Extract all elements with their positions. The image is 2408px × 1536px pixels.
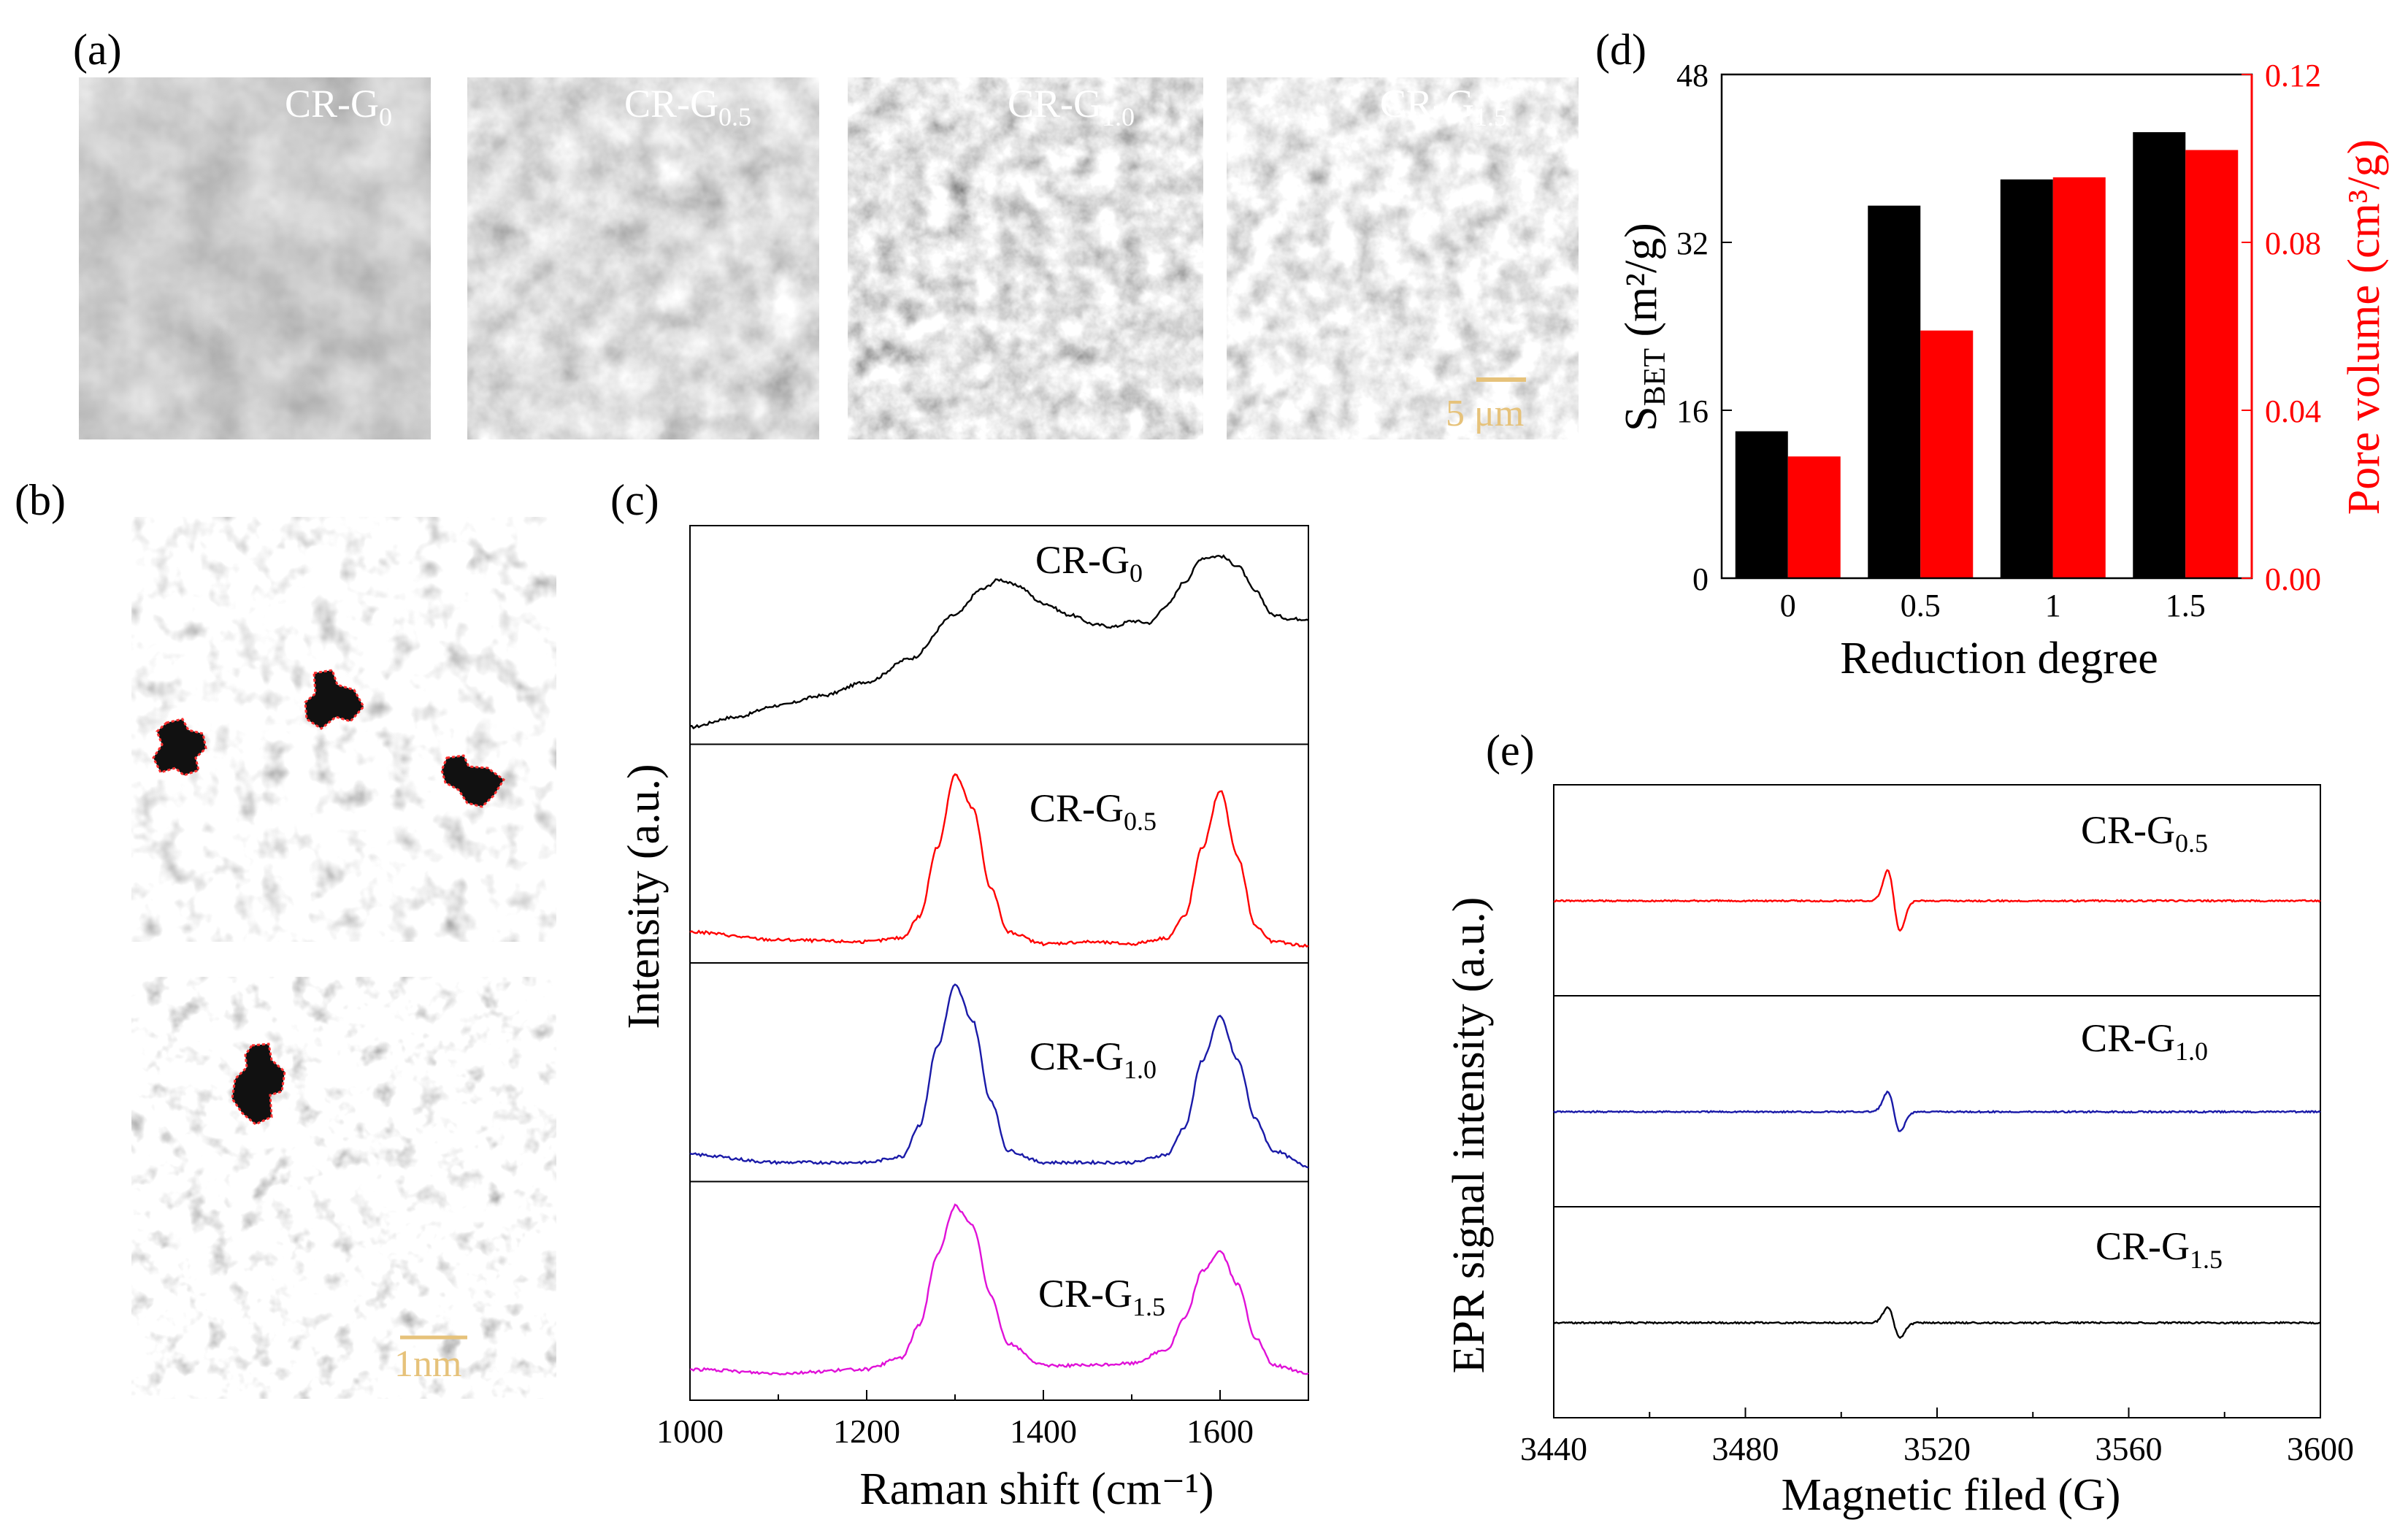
- epr-series-label: CR-G1.5: [2096, 1224, 2223, 1274]
- raman-series-line: [689, 554, 1309, 730]
- pore-volume-bar: [2185, 150, 2239, 578]
- sem-label-2: CR-G1.0: [1008, 82, 1135, 131]
- raman-x-axis-label: Raman shift (cm⁻¹): [859, 1464, 1213, 1514]
- bet-bar: [2000, 179, 2053, 578]
- bet-x-tick-label: 1.5: [2166, 588, 2206, 623]
- bet-x-tick-label: 0.5: [1901, 588, 1941, 623]
- raman-x-tick-label: 1000: [656, 1413, 724, 1450]
- bet-x-axis-label: Reduction degree: [1840, 634, 2158, 683]
- raman-y-axis-label: Intensity (a.u.): [619, 764, 669, 1029]
- panel-label-e: (e): [1486, 726, 1535, 775]
- epr-subplot-frame: [1553, 784, 2321, 997]
- defect-marker: [152, 718, 207, 777]
- sem-image-0: CR-G0: [79, 77, 431, 439]
- tem-scale-bar-text: 1nm: [394, 1343, 461, 1385]
- raman-series-line: [689, 1203, 1309, 1376]
- pore-y-tick-label: 0.04: [2265, 393, 2321, 429]
- epr-subplot-frame: [1553, 995, 2321, 1207]
- panel-label-a: (a): [73, 26, 122, 74]
- bet-y-axis-label: SBET (m²/g): [1617, 223, 1672, 431]
- epr-x-tick-label: 3520: [1903, 1430, 1971, 1467]
- raman-subplot-frame: [689, 743, 1309, 964]
- raman-series-line: [689, 773, 1309, 948]
- defect-marker: [231, 1042, 286, 1126]
- bet-x-tick-label: 0: [1780, 588, 1796, 623]
- raman-subplot-frame: [689, 525, 1309, 745]
- bet-bar: [1868, 205, 1921, 578]
- sem-image-1: CR-G0.5: [467, 77, 819, 439]
- tem-image-1: [131, 517, 556, 942]
- pore-y-tick-label: 0.08: [2265, 226, 2321, 261]
- epr-series-line: [1553, 869, 2321, 932]
- bet-bar: [2133, 132, 2186, 578]
- bet-y-tick-label: 48: [1676, 58, 1709, 93]
- raman-subplot-frame: [689, 962, 1309, 1183]
- sem-image-2: CR-G1.0: [848, 77, 1203, 439]
- bet-bar: [1735, 431, 1788, 578]
- pore-volume-bar: [1920, 330, 1974, 578]
- epr-chart: CR-G0.5 CR-G1.0 CR-G1.5 3440 3480 3520 3560 360…: [1520, 784, 2354, 1467]
- pore-y-tick-label: 0.12: [2265, 58, 2321, 93]
- sem-label-3: CR-G1.5: [1380, 82, 1507, 131]
- epr-series-label: CR-G1.0: [2081, 1016, 2208, 1066]
- sem-scale-bar-text: 5 μm: [1446, 393, 1524, 434]
- raman-series-line: [689, 983, 1309, 1169]
- defect-marker: [440, 754, 506, 808]
- raman-x-tick-label: 1400: [1010, 1413, 1077, 1450]
- bet-y-tick-label: 32: [1676, 226, 1709, 261]
- epr-series-line: [1553, 1090, 2321, 1132]
- raman-series-label: CR-G0: [1035, 538, 1143, 588]
- panel-label-c: (c): [610, 476, 659, 524]
- raman-subplot-frame: [689, 1180, 1309, 1401]
- raman-series-label: CR-G0.5: [1029, 786, 1157, 836]
- pore-y-axis-label: Pore volume (cm³/g): [2339, 139, 2389, 515]
- sem-image-3: CR-G1.5 5 μm: [1227, 77, 1579, 439]
- epr-series-line: [1553, 1305, 2320, 1340]
- bet-y-tick-label: 16: [1676, 393, 1709, 429]
- epr-x-tick-label: 3600: [2287, 1430, 2354, 1467]
- epr-x-axis-label: Magnetic filed (G): [1782, 1470, 2121, 1520]
- bet-y-tick-label: 0: [1692, 561, 1709, 597]
- pore-volume-bar: [2052, 177, 2106, 578]
- epr-subplot-frame: [1553, 1206, 2321, 1418]
- pore-volume-bar: [1787, 456, 1841, 578]
- panel-label-b: (b): [15, 476, 66, 524]
- epr-x-tick-label: 3560: [2096, 1430, 2163, 1467]
- sem-label-0: CR-G0: [285, 82, 392, 131]
- panel-label-d: (d): [1595, 26, 1646, 74]
- raman-series-label: CR-G1.0: [1029, 1034, 1157, 1084]
- epr-x-tick-label: 3440: [1520, 1430, 1587, 1467]
- defect-marker: [304, 669, 365, 730]
- pore-y-tick-label: 0.00: [2265, 561, 2321, 597]
- raman-x-tick-label: 1200: [833, 1413, 900, 1450]
- raman-series-label: CR-G1.5: [1038, 1272, 1165, 1321]
- epr-x-tick-label: 3480: [1712, 1430, 1779, 1467]
- epr-y-axis-label: EPR signal intensity (a.u.): [1444, 897, 1494, 1374]
- bet-x-tick-label: 1: [2045, 588, 2061, 623]
- tem-image-2: 1nm: [131, 977, 556, 1399]
- raman-x-tick-label: 1600: [1186, 1413, 1254, 1450]
- raman-chart: CR-G0 CR-G0.5 CR-G1.0 CR-G1.5 1000 1200 1400 16…: [656, 525, 1309, 1450]
- epr-series-label: CR-G0.5: [2081, 808, 2208, 858]
- sem-label-1: CR-G0.5: [624, 82, 751, 131]
- bet-bar-chart: 0 0.5 1 1.5 0 16 32 48 0.00 0.04 0.08 0.12: [1676, 58, 2321, 623]
